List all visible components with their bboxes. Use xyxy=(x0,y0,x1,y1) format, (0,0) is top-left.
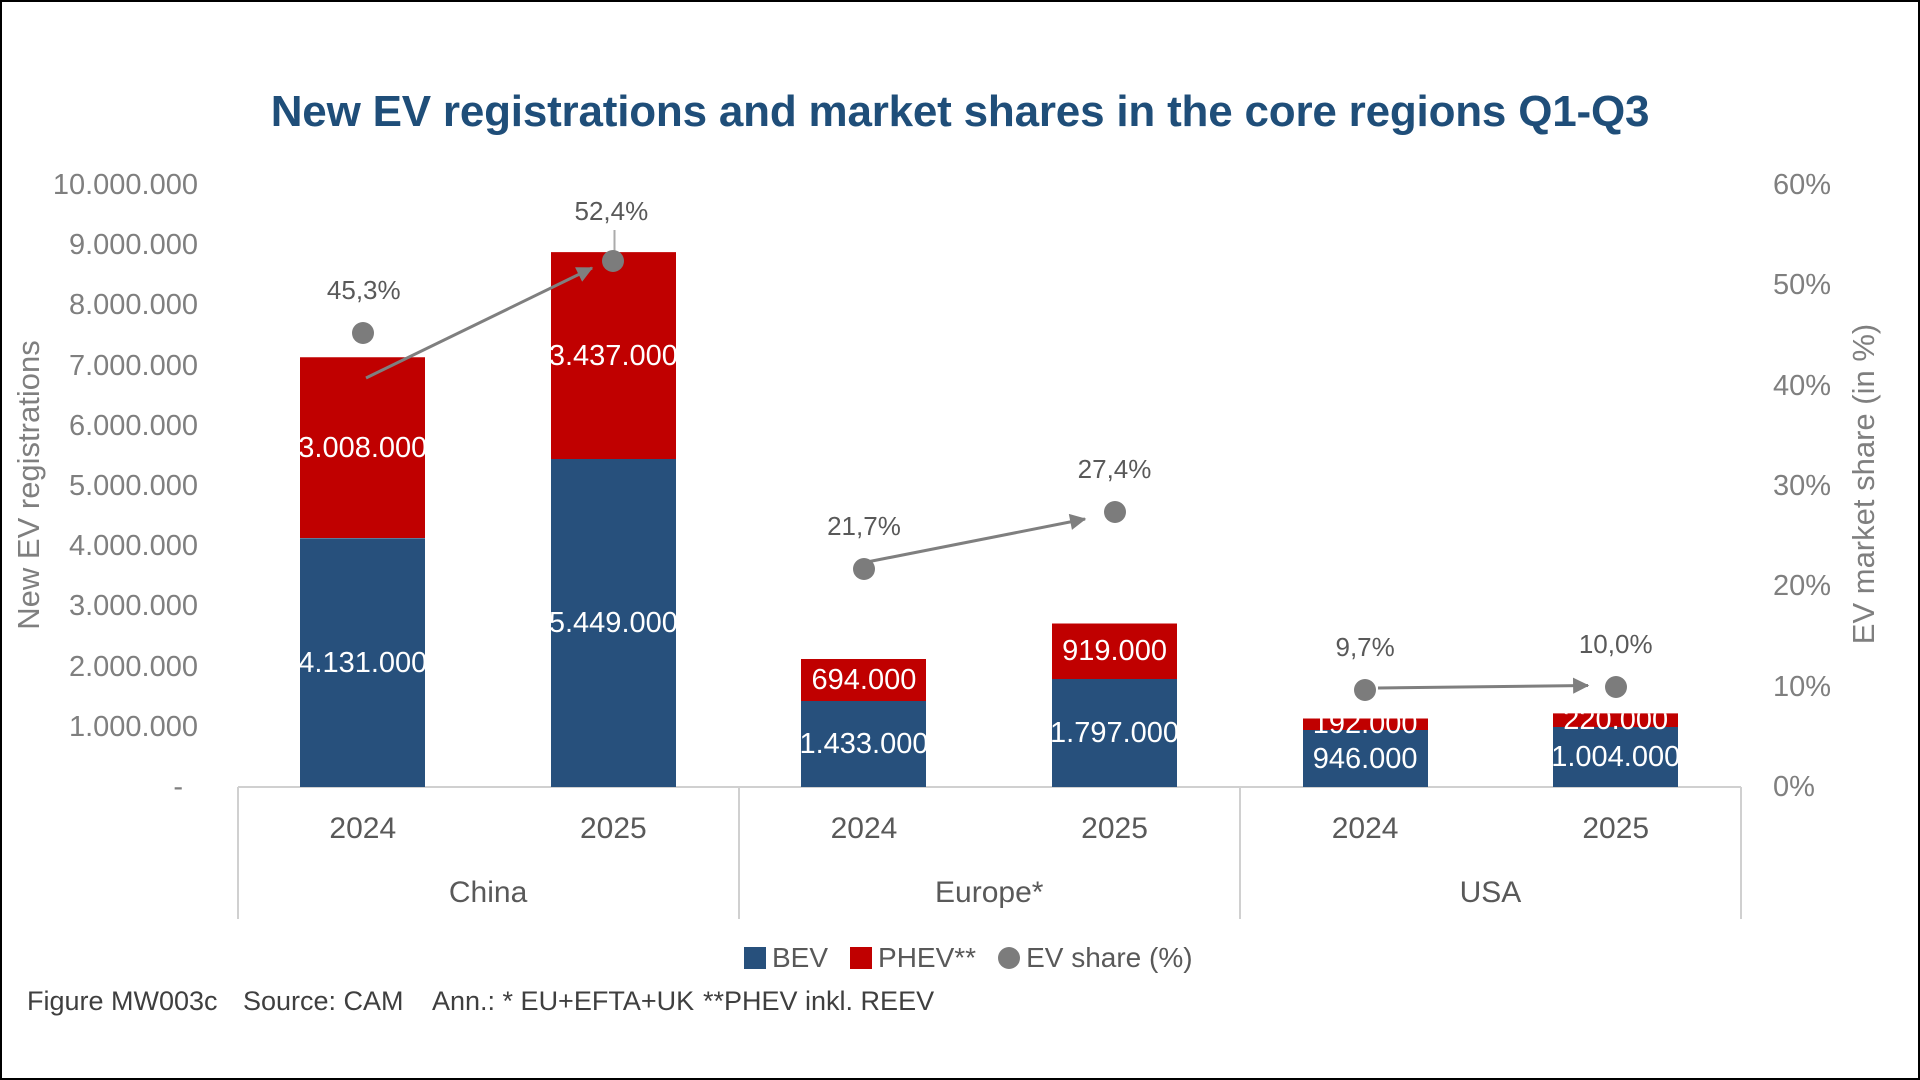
category-year-label: 2025 xyxy=(1582,812,1650,845)
left-axis-tick-label: 3.000.000 xyxy=(68,590,198,623)
left-axis-tick-label: 6.000.000 xyxy=(68,409,198,442)
legend-label-bev: BEV xyxy=(772,942,829,973)
bar-usa-2024: 946.000 192.000 xyxy=(1302,718,1428,787)
category-year-label: 2025 xyxy=(1081,812,1148,845)
category-region-label: China xyxy=(448,876,528,909)
bev-segment-value-label: 1.433.000 xyxy=(799,727,929,760)
left-axis-tick-label: 9.000.000 xyxy=(68,229,198,262)
legend-label-phev: PHEV** xyxy=(878,942,977,973)
right-axis-tick-label: 0% xyxy=(1773,771,1815,803)
ev-share-dot xyxy=(1103,501,1126,524)
chart-title: New EV registrations and market shares i… xyxy=(270,87,1650,136)
phev-segment: 694.000 xyxy=(801,658,927,701)
legend-swatch-ev-share xyxy=(998,947,1021,969)
left-axis-tick-label: 10.000.000 xyxy=(52,169,198,201)
ev-share-value-label: 45,3% xyxy=(326,274,401,305)
bev-segment: 946.000 xyxy=(1302,730,1428,787)
left-axis-tick-label: 7.000.000 xyxy=(68,349,198,382)
ev-share-value-label: 52,4% xyxy=(574,196,649,227)
category-group-separator xyxy=(236,787,239,919)
phev-segment-value-label: 220.000 xyxy=(1563,703,1669,736)
left-axis-tick-label: 1.000.000 xyxy=(68,710,198,743)
legend-swatch-phev xyxy=(850,947,873,969)
chart-legend: BEV PHEV** EV share (%) xyxy=(744,942,1193,974)
right-axis-tick-label: 10% xyxy=(1773,670,1832,703)
bev-segment: 4.131.000 xyxy=(298,538,428,787)
bar-europe-2024: 1.433.000 694.000 xyxy=(799,658,929,787)
category-year-label: 2025 xyxy=(580,812,647,845)
ev-share-dot xyxy=(852,558,875,581)
category-year-label: 2024 xyxy=(1331,812,1399,845)
bev-segment-value-label: 1.797.000 xyxy=(1050,716,1180,749)
phev-segment-value-label: 3.437.000 xyxy=(548,339,678,372)
category-year-label: 2024 xyxy=(329,812,397,845)
left-axis-tick-label: - xyxy=(173,771,183,803)
legend-label-ev-share: EV share (%) xyxy=(1026,942,1193,973)
bev-segment-value-label: 5.449.000 xyxy=(548,606,678,639)
left-axis-tick-label: 2.000.000 xyxy=(68,650,198,683)
phev-segment: 192.000 xyxy=(1302,718,1428,739)
right-axis-tick-label: 60% xyxy=(1773,169,1832,202)
footer-annotation-europe: Ann.: * EU+EFTA+UK xyxy=(432,986,695,1016)
category-year-label: 2024 xyxy=(830,812,898,845)
footer-figure-number: Figure MW003c xyxy=(27,986,218,1016)
frame-left-edge xyxy=(0,0,2,1080)
left-axis-tick-label: 8.000.000 xyxy=(68,289,198,322)
bev-segment: 1.433.000 xyxy=(799,700,929,787)
category-group-separator xyxy=(1740,787,1742,919)
left-axis-tick-label: 4.000.000 xyxy=(68,530,198,563)
category-group-separator xyxy=(737,787,740,919)
bev-segment-value-label: 946.000 xyxy=(1312,742,1418,775)
category-group-separator xyxy=(1238,787,1241,919)
ev-share-dot xyxy=(602,250,625,273)
footer-annotation-phev: **PHEV inkl. REEV xyxy=(703,986,935,1016)
ev-share-value-label: 10,0% xyxy=(1578,628,1653,659)
ev-share-dot xyxy=(1604,675,1627,698)
legend-swatch-bev xyxy=(744,947,766,969)
phev-segment: 3.437.000 xyxy=(548,252,678,459)
right-axis-tick-label: 40% xyxy=(1773,369,1832,402)
bev-segment: 5.449.000 xyxy=(548,458,678,787)
phev-segment-value-label: 919.000 xyxy=(1062,635,1167,668)
ev-share-value-label: 21,7% xyxy=(827,511,901,542)
phev-segment-value-label: 694.000 xyxy=(811,663,917,696)
phev-segment: 220.000 xyxy=(1553,713,1679,735)
frame-top-edge xyxy=(0,0,1920,2)
bar-china-2025: 5.449.000 3.437.000 xyxy=(548,252,678,787)
phev-segment-value-label: 192.000 xyxy=(1312,708,1418,741)
bar-europe-2025: 1.797.000 919.000 xyxy=(1050,623,1180,787)
phev-segment: 919.000 xyxy=(1052,623,1178,679)
bev-segment: 1.797.000 xyxy=(1050,678,1180,787)
phev-segment: 3.008.000 xyxy=(298,357,428,539)
right-axis-title: EV market share (in %) xyxy=(1846,323,1881,645)
right-axis-tick-label: 30% xyxy=(1773,470,1832,502)
bar-china-2024: 4.131.000 3.008.000 xyxy=(298,357,428,787)
category-region-label: Europe* xyxy=(935,876,1044,909)
ev-share-dot xyxy=(351,321,374,344)
category-axis-line xyxy=(237,786,1741,788)
ev-share-value-label: 27,4% xyxy=(1077,454,1152,485)
left-axis-tick-label: 5.000.000 xyxy=(68,470,198,502)
bar-usa-2025: 1.004.000 220.000 xyxy=(1551,713,1681,787)
bev-segment-value-label: 4.131.000 xyxy=(298,646,428,679)
frame-bottom-edge xyxy=(0,1078,1920,1080)
right-axis-tick-label: 50% xyxy=(1773,269,1832,302)
bev-segment-value-label: 1.004.000 xyxy=(1551,740,1681,773)
footer-source: Source: CAM xyxy=(243,986,404,1016)
ev-share-value-label: 9,7% xyxy=(1335,631,1395,662)
trend-arrow-usa xyxy=(1377,677,1590,694)
right-axis-tick-label: 20% xyxy=(1773,570,1832,603)
frame-right-edge xyxy=(1918,0,1920,1080)
bev-segment: 1.004.000 xyxy=(1551,726,1681,787)
phev-segment-value-label: 3.008.000 xyxy=(298,431,428,464)
category-region-label: USA xyxy=(1459,876,1522,909)
ev-share-dot xyxy=(1354,678,1377,701)
